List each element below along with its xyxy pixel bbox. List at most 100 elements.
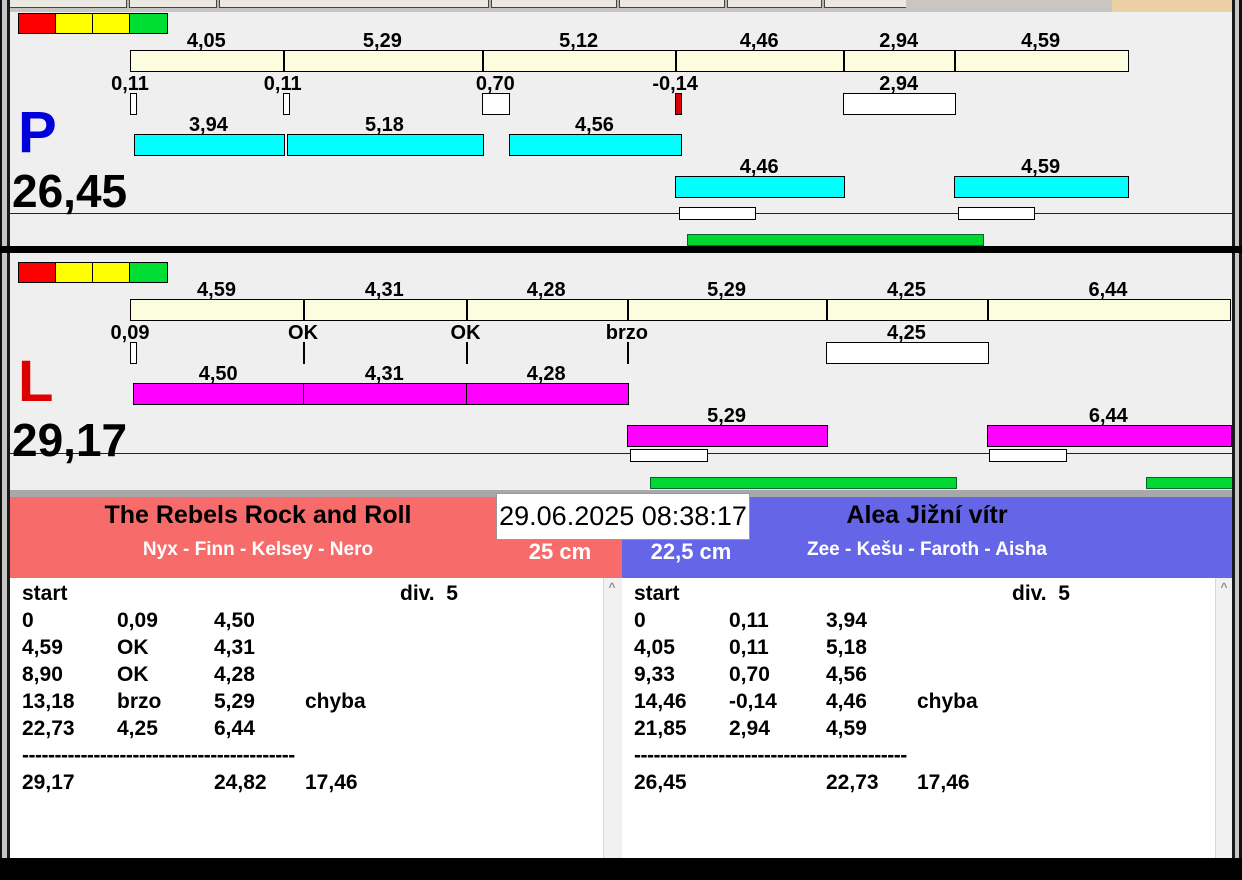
change-time-label: -0,14 xyxy=(652,73,698,95)
table-row: 0 0,09 4,50 xyxy=(22,609,600,636)
change-time-label: OK xyxy=(288,322,319,344)
scroll-up-icon[interactable]: ^ xyxy=(1220,580,1228,594)
cell: 4,05 xyxy=(634,636,675,659)
team-left-height: 25 cm xyxy=(528,539,592,564)
traffic-light-cell xyxy=(18,13,57,34)
split-scale-bar xyxy=(130,299,1232,321)
cell: 22,73 xyxy=(22,717,75,740)
dog-run-label: 4,28 xyxy=(526,363,566,385)
dog-run-label: 5,29 xyxy=(707,405,747,427)
split-divider xyxy=(626,300,629,320)
split-divider xyxy=(282,51,285,71)
cell: chyba xyxy=(917,690,978,713)
cell: 4,31 xyxy=(214,636,255,659)
cell: 0,70 xyxy=(729,663,770,686)
change-time-box xyxy=(482,93,511,115)
split-label: 5,29 xyxy=(362,30,402,52)
scroll-up-icon[interactable]: ^ xyxy=(608,580,616,594)
cell: 4,25 xyxy=(117,717,158,740)
team-right-dogs: Zee - Kešu - Faroth - Aisha xyxy=(807,539,1047,560)
cell: 4,50 xyxy=(214,609,255,632)
results-table-left-scrollbar[interactable]: ^ xyxy=(603,578,620,858)
table-row: 0 0,11 3,94 xyxy=(634,609,1212,636)
dog-run-label: 4,46 xyxy=(739,156,779,178)
dog-run-bar xyxy=(303,383,468,405)
cell: 4,56 xyxy=(826,663,867,686)
split-scale-bar xyxy=(130,50,1130,72)
cell: OK xyxy=(117,663,149,686)
cell: 8,90 xyxy=(22,663,63,686)
results-table-right-scrollbar[interactable]: ^ xyxy=(1215,578,1232,858)
cell-start: start xyxy=(22,582,68,605)
lane-divider xyxy=(0,246,1242,253)
table-row: 4,59 OK 4,31 xyxy=(22,636,600,663)
split-divider xyxy=(826,300,829,320)
split-label: 5,12 xyxy=(559,30,599,52)
cell: 0,11 xyxy=(729,609,769,632)
dog-run-label: 3,94 xyxy=(188,114,228,136)
change-time-label: OK xyxy=(450,322,481,344)
table-separator-row: ----------------------------------------… xyxy=(22,744,600,771)
change-time-box xyxy=(826,342,989,364)
traffic-light-cell xyxy=(92,262,131,283)
cell: 0 xyxy=(22,609,34,632)
toolbar-button[interactable] xyxy=(129,0,217,8)
dog-run-bar xyxy=(954,176,1130,198)
split-divider xyxy=(675,51,678,71)
cell: 3,94 xyxy=(826,609,867,632)
split-divider xyxy=(303,300,306,320)
cell-division: div. 5 xyxy=(400,582,458,605)
table-row: 8,90 OK 4,28 xyxy=(22,663,600,690)
cell: 21,85 xyxy=(634,717,687,740)
change-time-label: 0,70 xyxy=(475,73,515,95)
split-label: 4,59 xyxy=(197,279,236,301)
total-time: 26,45 xyxy=(634,771,687,794)
table-header-row: start div. 5 xyxy=(634,582,1212,609)
sensor-active-bar xyxy=(649,477,957,489)
traffic-light-cell xyxy=(129,262,168,283)
cell: 0,11 xyxy=(729,636,769,659)
cell: 2,94 xyxy=(729,717,770,740)
sensor-active-bar xyxy=(686,234,984,246)
dog-run-label: 6,44 xyxy=(1088,405,1128,427)
cell: 13,18 xyxy=(22,690,75,713)
cell: 4,46 xyxy=(826,690,867,713)
toolbar-button[interactable] xyxy=(727,0,822,8)
bottom-black-strip xyxy=(0,858,1242,880)
split-label: 2,94 xyxy=(879,30,919,52)
cell: 5,18 xyxy=(826,636,867,659)
dog-run-label: 4,56 xyxy=(574,114,614,136)
cell: -0,14 xyxy=(729,690,777,713)
table-header-row: start div. 5 xyxy=(22,582,600,609)
cell: OK xyxy=(117,636,149,659)
toolbar-button[interactable] xyxy=(824,0,907,8)
lane-letter: P xyxy=(18,100,57,165)
toolbar-tan-panel xyxy=(1112,0,1242,13)
change-time-box xyxy=(130,93,137,115)
table-totals-row: 26,45 22,73 17,46 xyxy=(634,771,1212,798)
lane-total-time: 26,45 xyxy=(12,165,128,217)
dog-run-bar xyxy=(675,176,846,198)
dog-run-bar xyxy=(986,425,1232,447)
toolbar-button[interactable] xyxy=(491,0,617,8)
change-window-box xyxy=(989,449,1067,462)
traffic-light-cell xyxy=(55,262,94,283)
split-divider xyxy=(843,51,846,71)
split-label: 4,31 xyxy=(364,279,404,301)
change-window-box xyxy=(630,449,708,462)
change-time-label: 4,25 xyxy=(886,322,926,344)
dog-run-bar xyxy=(465,383,629,405)
change-time-mark xyxy=(465,342,468,364)
table-row: 21,85 2,94 4,59 xyxy=(634,717,1212,744)
sensor-active-bar xyxy=(1146,477,1232,489)
dog-run-label: 4,59 xyxy=(1021,156,1061,178)
table-separator-row: ----------------------------------------… xyxy=(634,744,1212,771)
cell: 5,29 xyxy=(214,690,255,713)
results-table-right-content: start div. 5 0 0,11 3,94 4,05 0,11 5,18 9,33 0,70… xyxy=(634,582,1212,798)
toolbar-button[interactable] xyxy=(8,0,127,8)
lane-letter: L xyxy=(18,349,54,414)
change-window-box xyxy=(678,207,756,220)
toolbar-button[interactable] xyxy=(619,0,725,8)
toolbar-button[interactable] xyxy=(219,0,489,8)
total-clean-time: 22,73 xyxy=(826,771,879,794)
